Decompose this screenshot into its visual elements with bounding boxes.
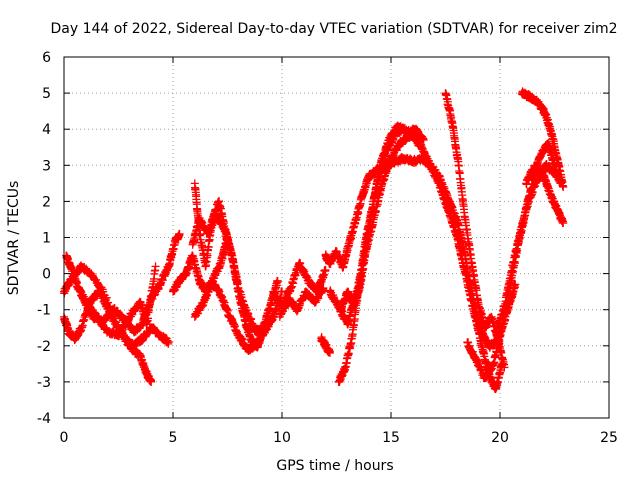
y-tick-label: 2: [42, 194, 51, 210]
x-tick-label: 25: [600, 430, 618, 446]
data-point: [310, 298, 319, 307]
data-point: [293, 305, 302, 314]
data-point: [321, 265, 330, 274]
data-point: [251, 327, 260, 336]
data-point: [114, 330, 123, 339]
data-point: [243, 309, 252, 318]
data-point: [304, 276, 313, 285]
data-point: [321, 251, 330, 260]
data-point: [70, 276, 79, 285]
y-tick-label: 3: [42, 158, 51, 174]
data-point: [175, 229, 184, 238]
chart-title: Day 144 of 2022, Sidereal Day-to-day VTE…: [51, 21, 618, 37]
data-point: [86, 269, 95, 278]
data-point: [269, 287, 278, 296]
axis-ticks: 0 5 10 15 20 25 -4 -3 -2 -1 0 1 2 3 4 5 6: [37, 50, 618, 446]
data-point: [151, 262, 160, 271]
y-tick-label: -2: [37, 339, 51, 355]
data-point: [171, 237, 180, 246]
y-tick-label: 6: [42, 50, 51, 66]
data-point: [201, 287, 210, 296]
data-point: [214, 197, 223, 206]
data-point: [110, 305, 119, 314]
data-point: [243, 345, 252, 354]
data-point: [155, 330, 164, 339]
data-point: [223, 233, 232, 242]
x-tick-label: 10: [273, 430, 291, 446]
x-tick-label: 15: [382, 430, 400, 446]
y-tick-label: 0: [42, 267, 51, 283]
data-point: [225, 312, 234, 321]
data-point: [103, 327, 112, 336]
data-point: [136, 352, 145, 361]
data-point: [190, 179, 199, 188]
data-point: [77, 323, 86, 332]
data-point: [319, 284, 328, 293]
data-point: [169, 287, 177, 296]
data-point: [301, 287, 310, 296]
data-point: [251, 341, 260, 350]
data-point: [260, 327, 269, 336]
data-point: [190, 312, 199, 321]
x-tick-label: 20: [491, 430, 509, 446]
data-points: [60, 87, 568, 394]
data-point: [175, 276, 184, 285]
data-point: [142, 370, 151, 379]
data-point: [155, 280, 164, 289]
data-point: [234, 284, 243, 293]
data-point: [203, 229, 212, 238]
x-tick-label: 5: [169, 430, 178, 446]
data-point: [92, 312, 101, 321]
data-point: [121, 334, 130, 343]
y-tick-label: -1: [37, 303, 51, 319]
data-point: [234, 330, 243, 339]
data-point: [295, 258, 304, 267]
data-point: [227, 251, 236, 260]
data-point: [125, 312, 134, 321]
data-point: [81, 298, 90, 307]
data-point: [142, 320, 151, 329]
data-point: [164, 262, 173, 271]
data-point: [68, 269, 77, 278]
data-point: [195, 276, 204, 285]
data-point: [182, 269, 191, 278]
y-tick-label: -3: [37, 375, 51, 391]
data-point: [147, 323, 156, 332]
data-point: [201, 262, 210, 271]
data-point: [216, 258, 225, 267]
data-point: [77, 262, 86, 271]
data-point: [64, 327, 73, 336]
x-axis-label: GPS time / hours: [276, 458, 393, 474]
data-point: [275, 312, 284, 321]
data-point: [138, 334, 147, 343]
data-point: [454, 161, 463, 170]
data-point: [188, 240, 197, 249]
data-point: [208, 276, 217, 285]
data-point: [284, 294, 293, 303]
data-point: [195, 215, 204, 224]
y-tick-label: 1: [42, 231, 51, 247]
data-point: [273, 276, 282, 285]
y-axis-label: SDTVAR / TECUs: [6, 181, 22, 296]
data-point: [278, 287, 286, 296]
data-point: [147, 377, 156, 386]
data-point: [219, 222, 228, 231]
data-point: [70, 334, 79, 343]
data-point: [199, 298, 208, 307]
data-point: [188, 251, 197, 260]
y-tick-label: 5: [42, 86, 51, 102]
data-point: [216, 291, 225, 300]
data-point: [136, 298, 145, 307]
data-point: [129, 327, 138, 336]
y-tick-label: 4: [42, 122, 51, 138]
data-point: [164, 338, 173, 347]
x-tick-label: 0: [60, 430, 69, 446]
data-point: [286, 284, 295, 293]
data-point: [129, 341, 138, 350]
data-point: [94, 287, 103, 296]
data-point: [212, 211, 221, 220]
y-tick-label: -4: [37, 411, 51, 427]
